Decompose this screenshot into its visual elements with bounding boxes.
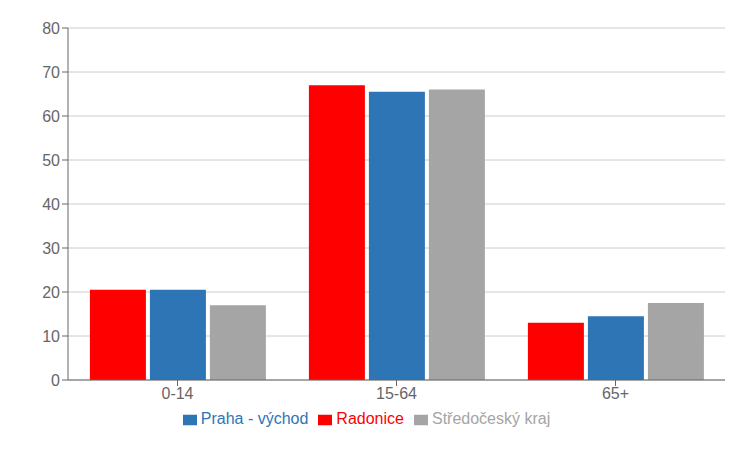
html-text:Radonice: Radonice	[336, 410, 404, 427]
svg-text:65+: 65+	[602, 385, 629, 402]
svg-text:40: 40	[42, 196, 60, 213]
svg-text:30: 30	[42, 240, 60, 257]
svg-text:80: 80	[42, 20, 60, 37]
svg-text:60: 60	[42, 108, 60, 125]
svg-text:0-14: 0-14	[161, 385, 193, 402]
html-text:Středočeský kraj: Středočeský kraj	[432, 410, 551, 427]
svg-text:15-64: 15-64	[376, 385, 417, 402]
html-text:Praha - východ: Praha - východ	[200, 410, 309, 427]
svg-text:0: 0	[51, 372, 60, 389]
svg-text:50: 50	[42, 152, 60, 169]
svg-text:10: 10	[42, 328, 60, 345]
svg-text:20: 20	[42, 284, 60, 301]
svg-text:70: 70	[42, 64, 60, 81]
